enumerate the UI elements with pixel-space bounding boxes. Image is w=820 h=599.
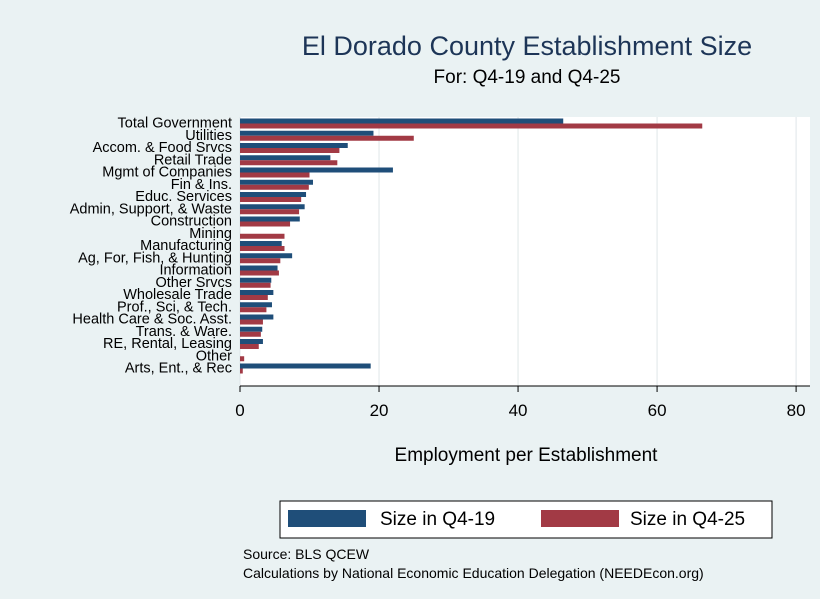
bar-q4-25-0 <box>240 123 703 129</box>
bar-q4-25-18 <box>240 344 259 349</box>
category-label-18: RE, Rental, Leasing <box>103 336 232 352</box>
bar-q4-25-4 <box>240 172 310 178</box>
bar-q4-25-9 <box>240 233 285 239</box>
category-label-10: Manufacturing <box>140 238 232 254</box>
bar-q4-19-17 <box>240 326 263 332</box>
bar-q4-19-6 <box>240 192 307 197</box>
x-ticks: 0 20 40 60 80 <box>235 385 810 420</box>
bar-q4-19-4 <box>240 167 393 173</box>
category-label-17: Trans. & Ware. <box>136 324 232 340</box>
bar-q4-19-0 <box>240 118 564 124</box>
legend-label-q4-25: Size in Q4-25 <box>630 509 745 530</box>
x-axis-title: Employment per Establishment <box>395 445 659 466</box>
bar-q4-19-13 <box>240 277 272 283</box>
bar-q4-25-11 <box>240 258 281 264</box>
category-label-8: Construction <box>151 214 232 230</box>
x-tick-label-1: 20 <box>370 401 389 420</box>
legend-swatch-q4-25 <box>541 510 619 527</box>
x-tick-label-2: 40 <box>509 401 528 420</box>
category-label-14: Wholesale Trade <box>123 287 232 303</box>
category-label-4: Mgmt of Companies <box>102 165 232 181</box>
bar-q4-19-11 <box>240 253 293 259</box>
legend-swatch-q4-19 <box>288 510 366 527</box>
bar-q4-19-8 <box>240 216 300 222</box>
bar-q4-19-2 <box>240 143 348 148</box>
bar-q4-25-16 <box>240 319 263 325</box>
bar-q4-19-3 <box>240 155 331 161</box>
bar-q4-25-3 <box>240 160 338 166</box>
category-label-16: Health Care & Soc. Asst. <box>72 312 232 328</box>
category-label-1: Utilities <box>185 128 232 144</box>
bar-q4-25-17 <box>240 331 261 337</box>
category-label-12: Information <box>159 263 232 279</box>
category-label-15: Prof., Sci, & Tech. <box>117 299 232 315</box>
legend-label-q4-19: Size in Q4-19 <box>380 509 495 530</box>
x-tick-label-4: 80 <box>787 401 806 420</box>
bar-q4-19-12 <box>240 265 278 271</box>
x-tick-label-3: 60 <box>648 401 667 420</box>
category-label-7: Admin, Support, & Waste <box>70 201 232 217</box>
bar-q4-25-1 <box>240 135 414 141</box>
bar-q4-25-15 <box>240 307 267 313</box>
bar-q4-19-20 <box>240 363 371 369</box>
bar-q4-19-5 <box>240 179 313 185</box>
chart-title: El Dorado County Establishment Size <box>302 31 752 61</box>
bars <box>240 118 703 374</box>
category-label-0: Total Government <box>118 116 232 132</box>
category-label-20: Arts, Ent., & Rec <box>125 361 232 377</box>
chart-subtitle: For: Q4-19 and Q4-25 <box>434 67 621 88</box>
bar-q4-25-10 <box>240 246 285 251</box>
bar-q4-25-19 <box>240 356 245 362</box>
category-label-2: Accom. & Food Srvcs <box>93 140 232 156</box>
bar-q4-25-20 <box>240 368 243 374</box>
category-label-3: Retail Trade <box>154 152 232 168</box>
bar-q4-19-7 <box>240 204 305 210</box>
bar-q4-19-15 <box>240 302 272 308</box>
bar-q4-25-12 <box>240 270 279 276</box>
bar-q4-25-14 <box>240 295 268 300</box>
category-label-19: Other <box>196 348 232 364</box>
bar-q4-25-8 <box>240 221 291 227</box>
bar-q4-19-16 <box>240 314 274 320</box>
calculation-note: Calculations by National Economic Educat… <box>243 565 704 581</box>
bar-q4-19-10 <box>240 241 282 246</box>
category-label-5: Fin & Ins. <box>171 177 232 193</box>
category-label-13: Other Srvcs <box>155 275 232 291</box>
category-label-9: Mining <box>189 226 232 242</box>
x-tick-label-0: 0 <box>235 401 244 420</box>
bar-q4-25-7 <box>240 209 300 215</box>
source-note: Source: BLS QCEW <box>243 546 370 562</box>
bar-q4-25-5 <box>240 184 309 190</box>
bar-q4-19-1 <box>240 130 374 136</box>
bar-q4-25-6 <box>240 197 302 202</box>
bar-q4-25-2 <box>240 148 340 153</box>
bar-q4-19-18 <box>240 339 263 344</box>
bar-q4-25-13 <box>240 282 271 288</box>
category-label-6: Educ. Services <box>135 189 232 205</box>
category-label-11: Ag, For, Fish, & Hunting <box>78 250 232 266</box>
legend: Size in Q4-19 Size in Q4-25 <box>279 500 773 539</box>
bar-q4-19-14 <box>240 290 274 295</box>
